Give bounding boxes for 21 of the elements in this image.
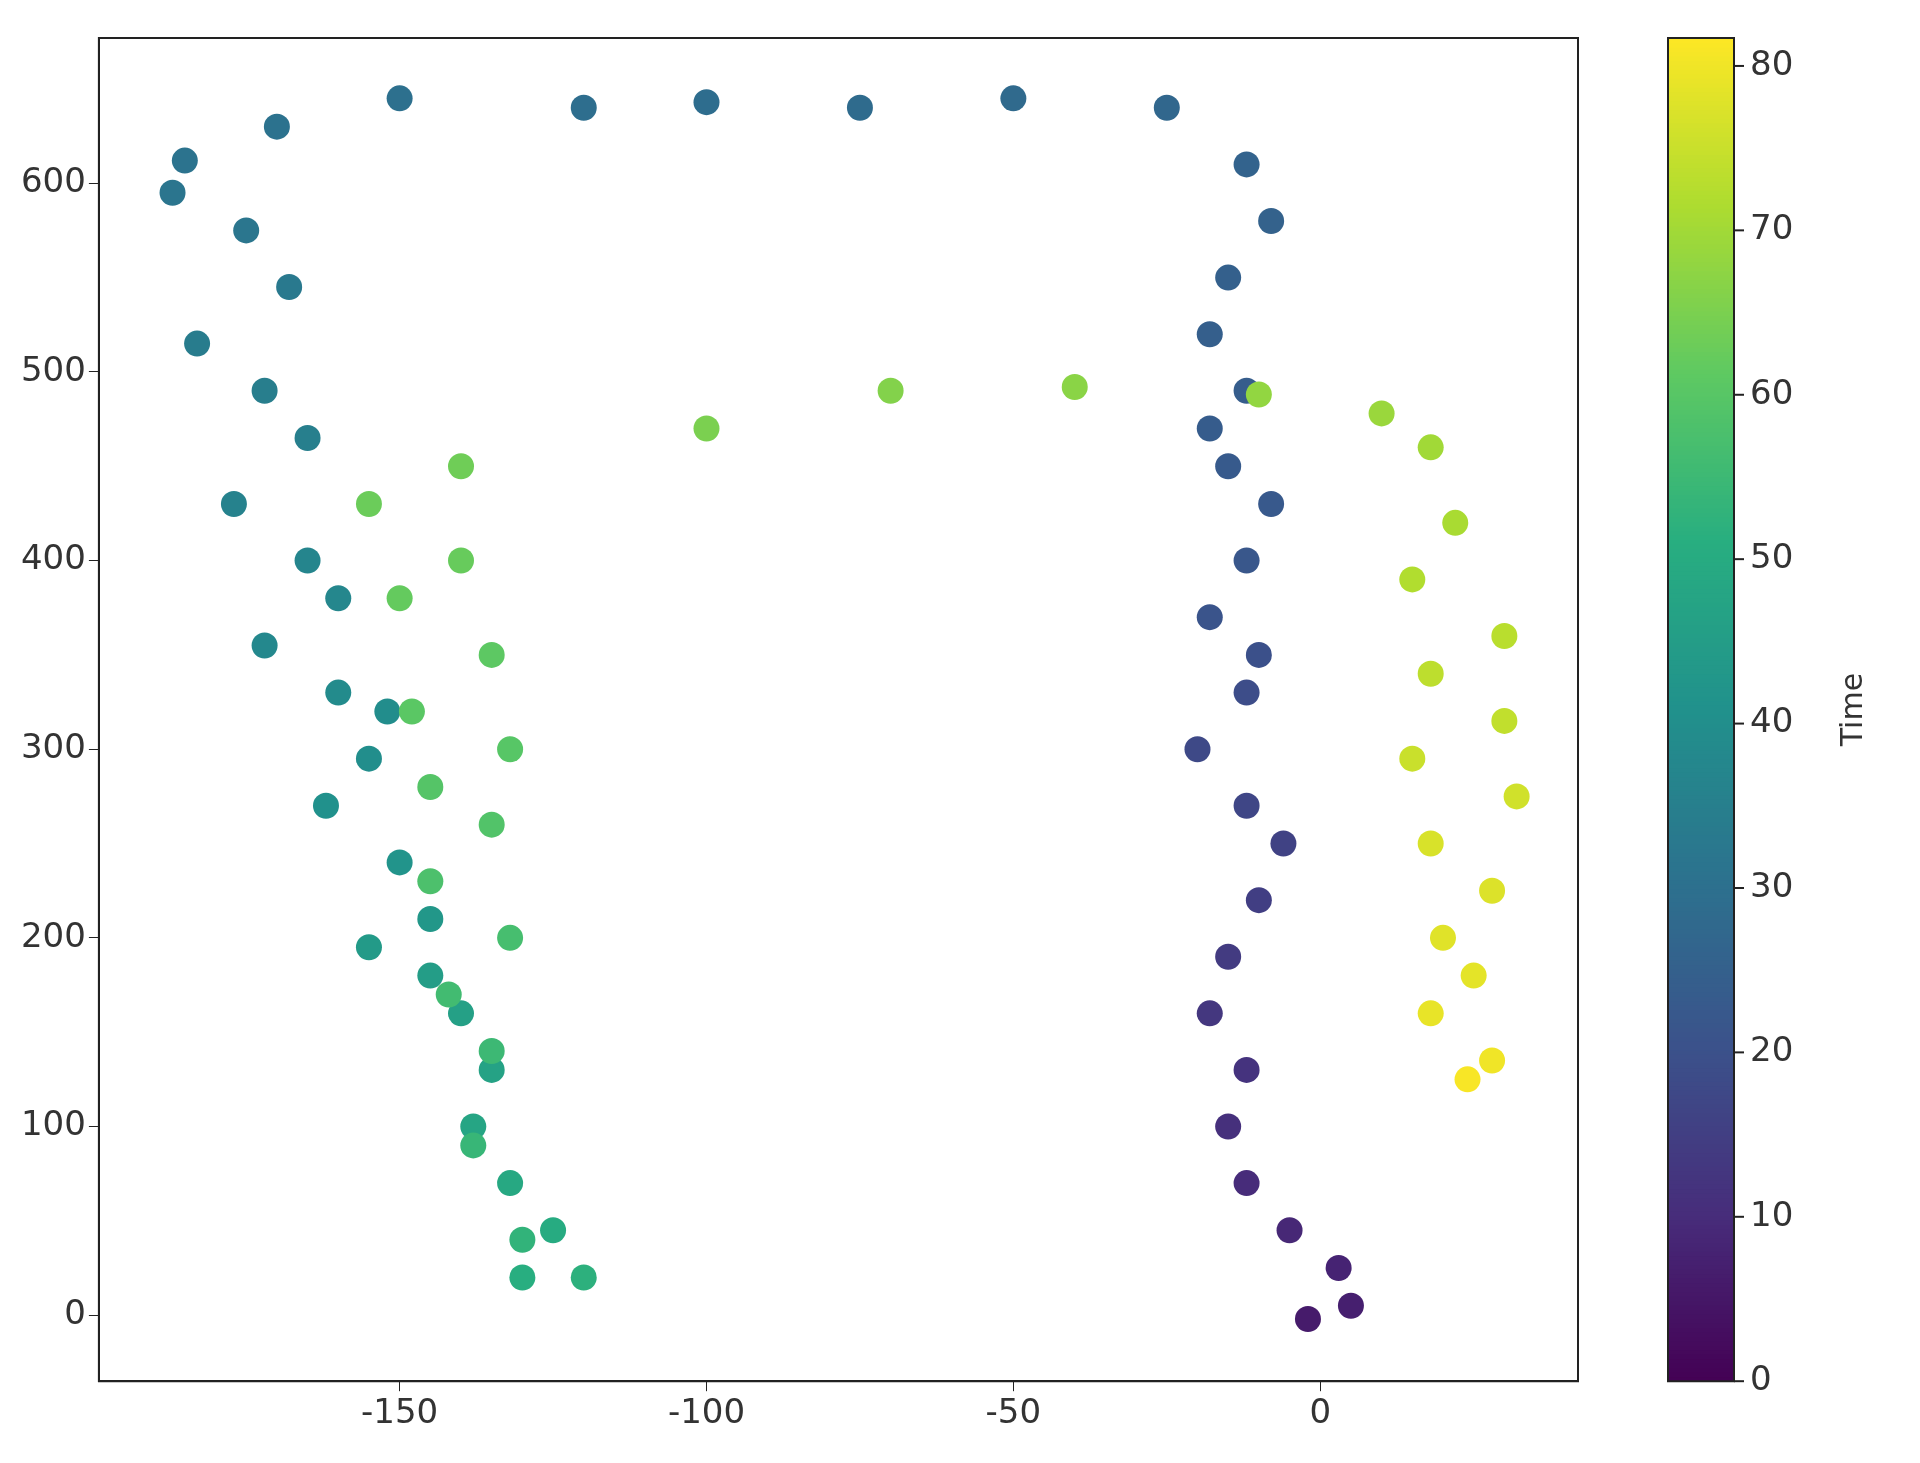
color-bar-label: 40 <box>1750 700 1794 741</box>
y-tick-label: 400 <box>20 537 86 578</box>
color-bar-label: 80 <box>1750 42 1794 83</box>
x-tick-label: -150 <box>361 1391 439 1432</box>
color-bar-label: 0 <box>1750 1358 1772 1399</box>
color-bar-label: 30 <box>1750 864 1794 905</box>
color-bar-label: 20 <box>1750 1029 1794 1070</box>
y-tick-label: 500 <box>20 348 86 389</box>
color-bar-title: Time <box>1833 672 1869 748</box>
color-bar-label: 10 <box>1750 1193 1794 1234</box>
color-bar-label: 70 <box>1750 207 1794 248</box>
y-tick-label: 200 <box>20 914 86 955</box>
y-tick-label: 100 <box>20 1103 86 1144</box>
y-tick-label: 0 <box>64 1292 86 1332</box>
x-tick-label: 0 <box>1309 1391 1332 1432</box>
color-bar-label: 50 <box>1750 536 1794 576</box>
y-tick-label: 300 <box>20 726 86 767</box>
color-bar-label: 60 <box>1750 371 1794 412</box>
x-tick-label: -50 <box>985 1391 1042 1432</box>
x-tick-label: -100 <box>667 1391 746 1432</box>
y-tick-label: 600 <box>20 160 86 201</box>
